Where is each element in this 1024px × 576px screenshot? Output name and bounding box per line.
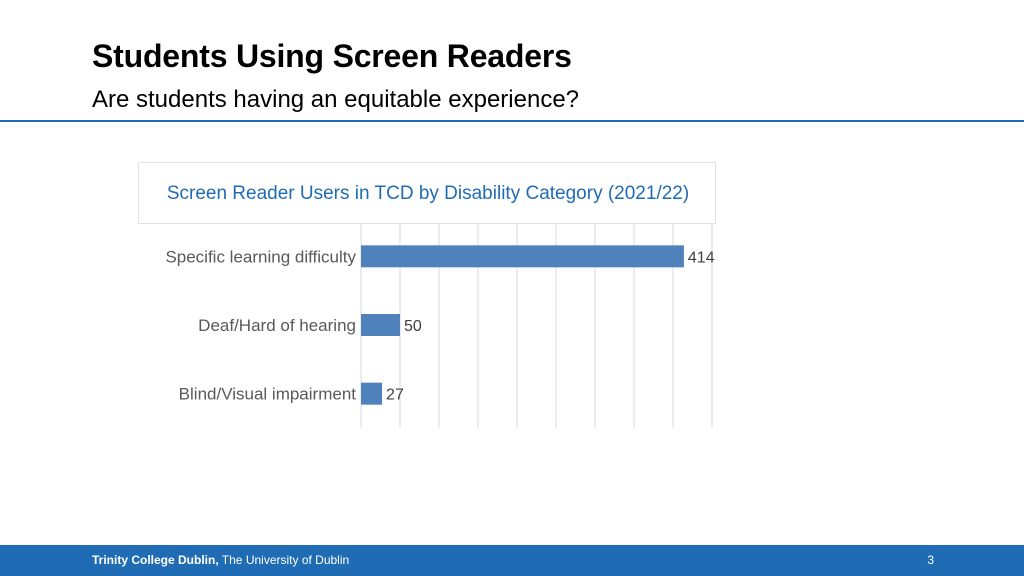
category-label: Specific learning difficulty bbox=[165, 247, 356, 266]
data-label: 27 bbox=[386, 387, 404, 404]
category-label: Deaf/Hard of hearing bbox=[198, 316, 356, 335]
title-divider bbox=[0, 120, 1024, 122]
bar-chart: Specific learning difficulty 414 Deaf/Hard… bbox=[165, 222, 715, 428]
bar bbox=[361, 245, 684, 268]
data-label: 414 bbox=[688, 249, 715, 266]
chart-title-box: Screen Reader Users in TCD by Disability… bbox=[138, 162, 716, 224]
slide-subtitle: Are students having an equitable experie… bbox=[92, 86, 580, 113]
category-label: Blind/Visual impairment bbox=[179, 385, 357, 404]
slide-title: Students Using Screen Readers bbox=[92, 38, 572, 74]
chart-title: Screen Reader Users in TCD by Disability… bbox=[166, 183, 690, 204]
footer-university: The University of Dublin bbox=[218, 553, 350, 567]
footer-bar: Trinity College Dublin, The University o… bbox=[0, 545, 1024, 576]
footer-institution: Trinity College Dublin, bbox=[92, 553, 219, 567]
page-number: 3 bbox=[927, 553, 934, 567]
data-label: 50 bbox=[404, 318, 422, 335]
footer-text: Trinity College Dublin, The University o… bbox=[92, 553, 349, 567]
bar bbox=[361, 314, 400, 336]
bar bbox=[361, 382, 383, 405]
